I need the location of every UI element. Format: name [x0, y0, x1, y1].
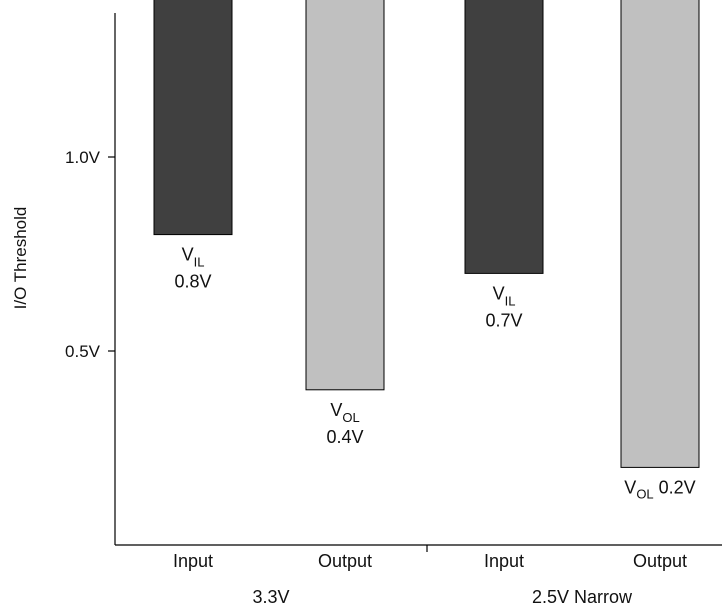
category-label: Output: [318, 551, 372, 571]
category-label: Input: [484, 551, 524, 571]
threshold-bar: [464, 0, 544, 274]
low-value-label: 0.8V: [174, 272, 211, 292]
y-tick-label: 1.0V: [65, 148, 101, 167]
category-label: Output: [633, 551, 687, 571]
y-tick-label: 0.5V: [65, 342, 101, 361]
bar-labels: VIH2.0VVIL0.8VVOH2.4VVOL0.4VVIH1.7VVIL0.…: [174, 245, 695, 502]
threshold-bar: [305, 0, 385, 391]
y-axis-ticks: 0.5V1.0V1.5V2.0V2.5V: [65, 148, 115, 361]
threshold-bar: [620, 0, 700, 468]
group-label: 2.5V Narrow: [532, 587, 633, 607]
low-symbol-value-label: VOL 0.2V: [624, 477, 695, 501]
low-symbol-label: VIL: [493, 283, 516, 308]
bars: [153, 0, 700, 468]
group-label: 3.3V: [252, 587, 289, 607]
low-value-label: 0.7V: [485, 310, 522, 330]
y-axis-title: I/O Threshold: [11, 207, 30, 310]
category-label: Input: [173, 551, 213, 571]
threshold-bar: [153, 0, 233, 236]
low-symbol-label: VIL: [182, 245, 205, 270]
low-symbol-label: VOL: [330, 400, 359, 425]
low-value-label: 0.4V: [326, 427, 363, 447]
